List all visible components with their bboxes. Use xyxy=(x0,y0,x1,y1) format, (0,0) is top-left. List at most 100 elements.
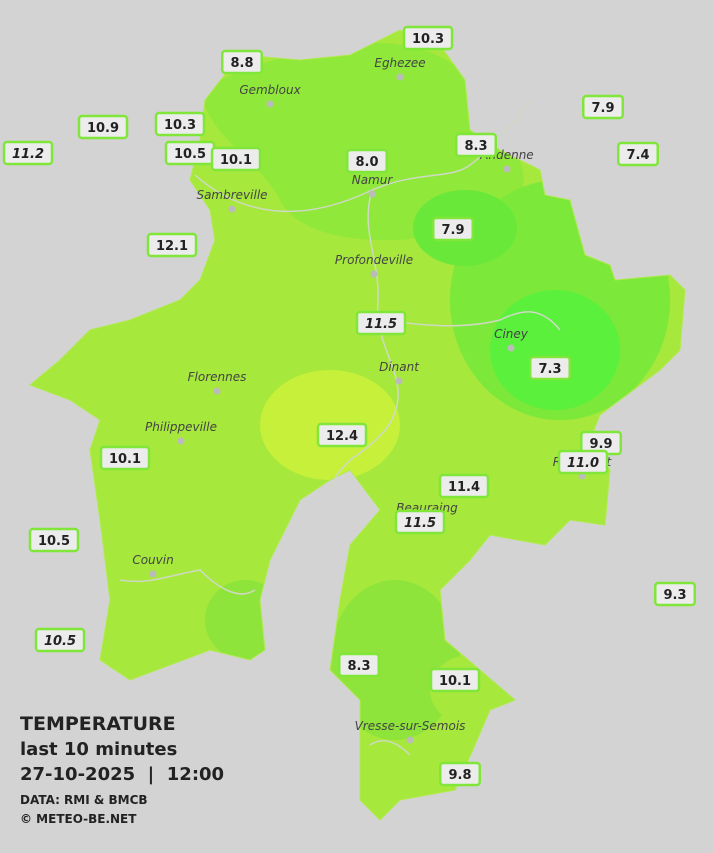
city-label: Florennes xyxy=(188,370,247,384)
station: 12.4 xyxy=(316,422,368,448)
station-box xyxy=(210,146,262,172)
station-value: 9.8 xyxy=(448,768,471,783)
station-box xyxy=(439,761,481,787)
city-dot xyxy=(228,205,236,213)
station: 11.5 xyxy=(355,310,407,336)
station-value: 10.3 xyxy=(412,32,444,47)
station-value: 7.9 xyxy=(591,101,614,116)
city-label: Namur xyxy=(352,173,394,187)
station: 10.1 xyxy=(210,146,262,172)
station: 11.5 xyxy=(394,509,446,535)
station-box xyxy=(402,25,454,51)
legend-subtitle: last 10 minutes xyxy=(20,739,177,760)
station: 7.4 xyxy=(617,141,659,167)
city-dot xyxy=(213,387,221,395)
station-value: 11.5 xyxy=(404,516,436,531)
station-box xyxy=(455,132,497,158)
legend-credit: © METEO-BE.NET xyxy=(20,812,137,826)
station-value: 12.4 xyxy=(326,429,358,444)
station-box xyxy=(34,627,86,653)
station: 9.3 xyxy=(654,581,696,607)
station: 8.8 xyxy=(221,49,263,75)
city-dot xyxy=(395,377,403,385)
station-value: 8.3 xyxy=(464,139,487,154)
river xyxy=(369,740,411,756)
station-value: 10.1 xyxy=(439,674,471,689)
legend-title: TEMPERATURE xyxy=(20,713,176,735)
station: 10.5 xyxy=(28,527,80,553)
station: 10.5 xyxy=(34,627,86,653)
stations: 10.3 8.8 10.9 10.3 11.2 10.5 10.1 8.0 8.3 7.9 7.4 7… xyxy=(2,25,696,787)
station-value: 11.5 xyxy=(365,317,397,332)
station-value: 7.4 xyxy=(626,148,649,163)
station-box xyxy=(316,422,368,448)
station-value: 11.0 xyxy=(567,456,599,471)
city-label: Gembloux xyxy=(239,83,301,97)
city-dot xyxy=(396,73,404,81)
station-box xyxy=(346,148,388,174)
station-box xyxy=(429,667,481,693)
river xyxy=(333,189,399,491)
station-value: 7.3 xyxy=(538,362,561,377)
zone xyxy=(200,42,524,240)
station-box xyxy=(99,445,151,471)
station: 11.4 xyxy=(438,473,490,499)
station: 10.5 xyxy=(164,140,216,166)
station: 10.3 xyxy=(402,25,454,51)
station-value: 10.5 xyxy=(44,634,76,649)
station-box xyxy=(338,652,380,678)
station-box xyxy=(154,111,206,137)
station-value: 8.8 xyxy=(230,56,253,71)
city-label: Eghezee xyxy=(374,56,425,70)
station-value: 10.3 xyxy=(164,118,196,133)
station: 8.0 xyxy=(346,148,388,174)
city-dot xyxy=(503,165,511,173)
city-label: Philippeville xyxy=(145,420,217,434)
city-dot xyxy=(368,190,376,198)
station: 11.2 xyxy=(2,140,54,166)
station-box xyxy=(394,509,446,535)
station: 10.1 xyxy=(99,445,151,471)
city-dot xyxy=(149,570,157,578)
zone xyxy=(330,580,460,740)
station-value: 8.0 xyxy=(355,155,378,170)
city-dot xyxy=(266,100,274,108)
station-box xyxy=(617,141,659,167)
station-box xyxy=(557,449,609,475)
legend: TEMPERATURE last 10 minutes 27-10-2025 |… xyxy=(20,713,224,826)
city-label: Ciney xyxy=(494,327,529,341)
station-value: 8.3 xyxy=(347,659,370,674)
station: 10.3 xyxy=(154,111,206,137)
station-box xyxy=(529,355,571,381)
city-dot xyxy=(507,344,515,352)
station-value: 10.1 xyxy=(220,153,252,168)
station: 7.9 xyxy=(582,94,624,120)
station-box xyxy=(28,527,80,553)
station-box xyxy=(432,216,474,242)
legend-source: DATA: RMI & BMCB xyxy=(20,793,148,807)
station-box xyxy=(582,94,624,120)
city-dot xyxy=(177,437,185,445)
station: 7.3 xyxy=(529,355,571,381)
station: 8.3 xyxy=(338,652,380,678)
river xyxy=(119,569,256,595)
station-box xyxy=(221,49,263,75)
station-value: 9.9 xyxy=(589,437,612,452)
station-box xyxy=(146,232,198,258)
station: 9.8 xyxy=(439,761,481,787)
station-value: 11.2 xyxy=(12,147,44,162)
station: 8.3 xyxy=(455,132,497,158)
station-value: 10.9 xyxy=(87,121,119,136)
station: 7.9 xyxy=(432,216,474,242)
city-dot xyxy=(370,270,378,278)
city-label: Profondeville xyxy=(335,253,413,267)
station-value: 10.1 xyxy=(109,452,141,467)
city-label: Vresse-sur-Semois xyxy=(355,719,466,733)
station-box xyxy=(355,310,407,336)
city-dot xyxy=(406,736,414,744)
river xyxy=(379,311,561,331)
station-value: 12.1 xyxy=(156,239,188,254)
city-label: Couvin xyxy=(132,553,173,567)
station: 11.0 xyxy=(557,449,609,475)
